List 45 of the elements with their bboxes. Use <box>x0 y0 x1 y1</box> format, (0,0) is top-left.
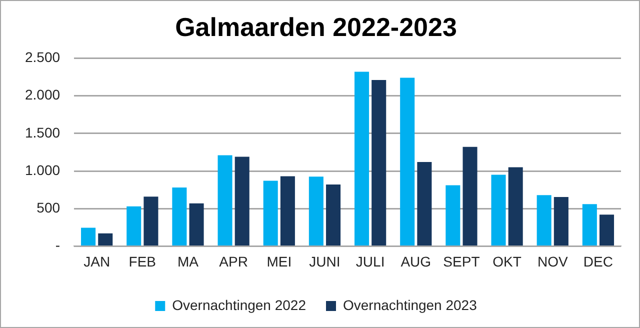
y-tick-label: 1.500 <box>24 124 60 140</box>
bar <box>263 180 278 246</box>
bar <box>400 78 415 246</box>
x-tick-label: AUG <box>400 253 432 270</box>
bar <box>599 214 614 246</box>
bar <box>144 196 158 246</box>
x-tick-label: OKT <box>492 253 522 270</box>
bar <box>372 80 386 246</box>
bar <box>189 203 204 246</box>
bar <box>462 146 478 246</box>
bar <box>536 195 552 246</box>
bar <box>218 155 232 246</box>
y-tick-label: 2.500 <box>24 49 60 66</box>
bar <box>98 233 113 246</box>
y-tick-label: 2.000 <box>24 86 60 103</box>
bar <box>234 156 250 246</box>
bar <box>354 72 370 246</box>
y-tick-label: - <box>55 237 60 254</box>
bar <box>554 196 568 246</box>
x-tick-label: APR <box>219 253 248 270</box>
x-tick-label: JUNI <box>309 253 340 270</box>
x-tick-label: DEC <box>583 253 613 270</box>
x-tick-label: MEI <box>266 253 292 270</box>
bar <box>508 167 523 246</box>
bar <box>582 204 597 246</box>
bar <box>446 185 460 246</box>
legend-label: Overnachtingen 2022 <box>172 296 306 313</box>
x-tick-label: JAN <box>84 253 110 270</box>
x-tick-label: JULI <box>356 253 385 270</box>
bar <box>126 206 142 246</box>
chart-title: Galmaarden 2022-2023 <box>175 12 457 42</box>
bar <box>491 174 506 246</box>
bar <box>417 162 432 246</box>
y-tick-label: 1.000 <box>24 162 60 178</box>
bar <box>172 188 187 246</box>
bar <box>81 228 96 246</box>
x-tick-label: SEPT <box>443 253 480 270</box>
bar <box>308 176 324 246</box>
legend-label: Overnachtingen 2023 <box>343 296 478 313</box>
x-tick-label: MA <box>177 253 200 270</box>
bar <box>280 176 295 246</box>
x-tick-label: NOV <box>537 253 568 270</box>
bar <box>326 184 341 246</box>
y-tick-label: 500 <box>36 199 60 216</box>
x-tick-label: FEB <box>128 253 156 270</box>
